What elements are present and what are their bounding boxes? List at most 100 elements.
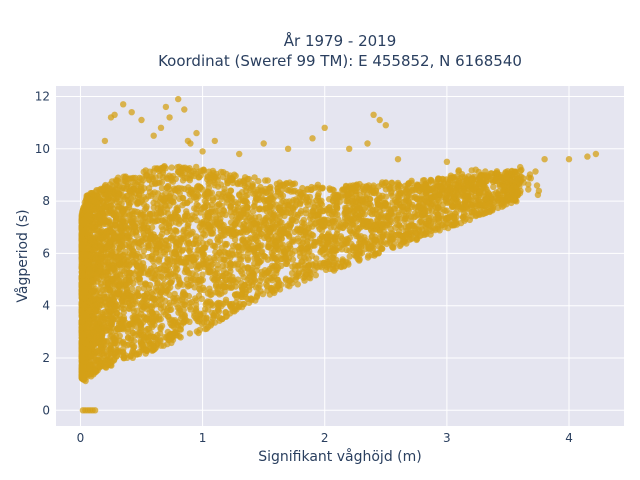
data-point [140, 247, 148, 255]
data-point [231, 236, 239, 243]
data-point [318, 247, 325, 255]
data-point [135, 244, 143, 251]
data-point [307, 275, 314, 282]
data-point [98, 309, 106, 317]
data-point [274, 184, 281, 192]
data-point [136, 199, 143, 206]
data-point [343, 214, 351, 221]
data-point [244, 295, 251, 302]
data-point [93, 348, 100, 355]
data-point [287, 186, 294, 193]
data-point [209, 208, 216, 215]
data-point [425, 214, 432, 221]
data-point [160, 249, 167, 256]
data-point [461, 217, 468, 224]
data-point [145, 185, 153, 192]
data-point [267, 185, 274, 192]
data-point [341, 262, 348, 269]
data-point [291, 228, 298, 236]
data-point [185, 282, 193, 289]
data-point [123, 234, 131, 241]
data-point [218, 202, 225, 210]
data-point [331, 191, 338, 199]
data-point [294, 263, 301, 270]
data-point [274, 264, 282, 271]
data-point [82, 340, 90, 347]
data-point [223, 240, 230, 248]
data-point [128, 195, 135, 202]
data-point [232, 216, 239, 223]
data-point [130, 329, 137, 337]
data-point [118, 267, 125, 274]
data-point [284, 201, 291, 209]
data-point [113, 290, 120, 297]
data-point [397, 189, 404, 196]
data-point [151, 272, 159, 279]
data-point [240, 237, 247, 244]
data-point [277, 190, 284, 198]
data-point [329, 254, 336, 261]
data-point [394, 231, 402, 238]
data-point [243, 217, 250, 225]
data-point [403, 194, 411, 201]
data-point [408, 179, 415, 186]
data-point [158, 185, 166, 192]
data-point [158, 230, 166, 237]
data-point [259, 290, 267, 298]
data-point [165, 245, 172, 253]
data-point [84, 195, 91, 202]
data-point [215, 222, 222, 230]
data-point [155, 256, 163, 263]
data-point [240, 229, 247, 236]
data-point [221, 256, 228, 263]
data-point [160, 275, 167, 282]
data-point [274, 217, 281, 224]
data-point [186, 303, 194, 311]
data-point [396, 222, 403, 229]
data-point [130, 337, 138, 345]
data-point [141, 292, 148, 300]
data-point [370, 182, 377, 189]
data-point [99, 205, 106, 212]
data-point [209, 230, 217, 237]
data-point [172, 219, 180, 226]
data-point [371, 210, 378, 217]
data-point [375, 183, 382, 190]
data-point [244, 255, 252, 262]
data-point [416, 187, 423, 194]
data-point [356, 180, 363, 188]
data-point [137, 212, 144, 219]
data-point [229, 304, 236, 311]
data-point [135, 332, 142, 339]
data-point [78, 235, 86, 243]
data-point [130, 296, 137, 304]
data-point [262, 225, 269, 232]
data-point [90, 320, 98, 327]
data-point [309, 199, 316, 206]
data-point [197, 167, 205, 174]
data-point [483, 195, 490, 202]
data-point [135, 292, 143, 300]
data-point [234, 276, 242, 283]
data-point [337, 192, 345, 199]
data-point [383, 221, 390, 229]
data-point [118, 210, 125, 217]
data-point [109, 257, 116, 264]
data-point [103, 293, 111, 300]
data-point [149, 342, 156, 349]
data-point [206, 285, 213, 292]
data-point [116, 246, 123, 253]
data-point [217, 168, 225, 176]
data-point [176, 333, 183, 340]
data-point [98, 252, 106, 259]
data-point [444, 198, 451, 205]
data-point [256, 205, 264, 212]
data-point [322, 266, 330, 273]
data-point [274, 276, 281, 284]
data-point [355, 233, 362, 240]
data-point [97, 259, 104, 266]
data-point [222, 276, 229, 284]
data-point [156, 266, 163, 273]
data-point [110, 266, 117, 273]
